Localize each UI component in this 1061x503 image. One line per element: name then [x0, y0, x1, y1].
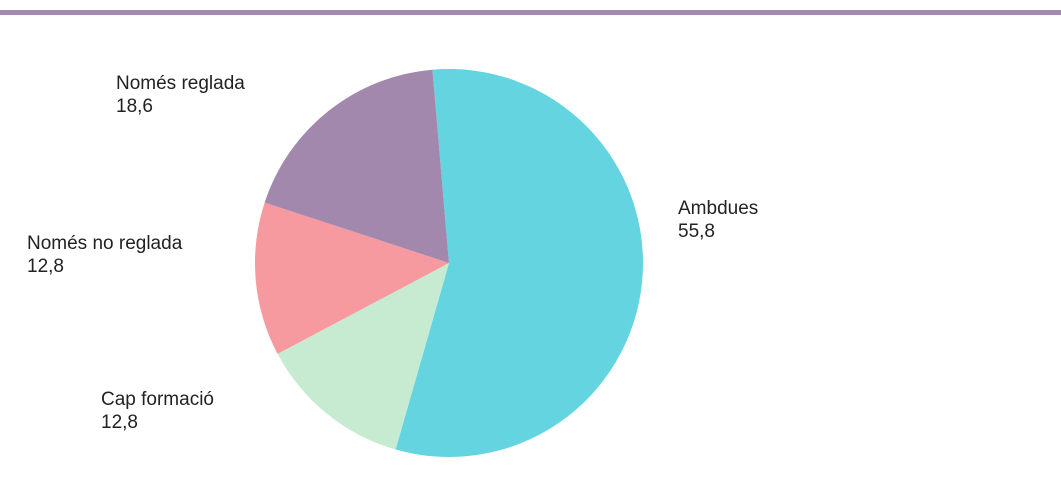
slice-name-ambdues: Ambdues — [678, 198, 758, 219]
pie-labels: Ambdues 55,8 Cap formació 12,8 Només no … — [27, 73, 764, 433]
slice-label-nomes-no-reglada: Només no reglada 12,8 — [27, 233, 188, 277]
slice-value-cap-formacio: 12,8 — [101, 412, 138, 433]
slice-label-ambdues: Ambdues 55,8 — [678, 198, 764, 242]
slice-name-nomes-reglada: Només reglada — [116, 73, 245, 94]
slice-name-nomes-no-reglada: Només no reglada — [27, 233, 183, 254]
slice-value-ambdues: 55,8 — [678, 221, 715, 242]
pie-slice-cap-formacio — [277, 263, 449, 450]
slice-label-cap-formacio: Cap formació 12,8 — [101, 389, 219, 433]
slice-name-cap-formacio: Cap formació — [101, 389, 214, 410]
pie-slice-nomes-no-reglada — [254, 202, 449, 354]
slice-value-nomes-no-reglada: 12,8 — [27, 256, 64, 277]
pie-slice-nomes-reglada — [264, 69, 449, 264]
slice-value-nomes-reglada: 18,6 — [116, 96, 153, 117]
slice-label-nomes-reglada: Només reglada 18,6 — [116, 73, 250, 117]
top-rule — [0, 10, 1061, 15]
pie-slices — [254, 69, 644, 458]
pie-slice-ambdues — [395, 69, 644, 458]
